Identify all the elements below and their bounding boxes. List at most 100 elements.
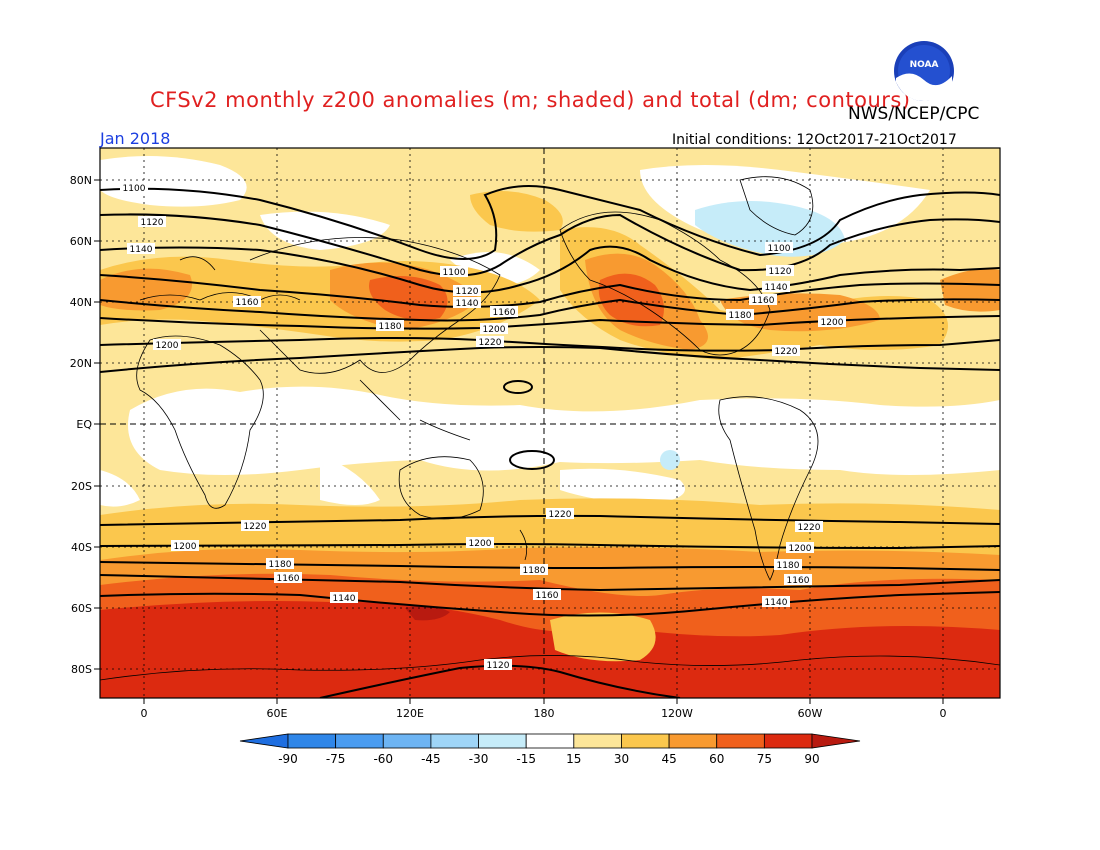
contour-label: 1140	[762, 596, 790, 608]
contour-label: 1160	[233, 296, 261, 308]
lat-label: 40S	[71, 541, 92, 554]
svg-text:1160: 1160	[277, 574, 300, 584]
colorbar-box	[478, 733, 527, 749]
contour-label: 1100	[440, 266, 468, 278]
lat-label: 80N	[70, 174, 92, 187]
lat-label: EQ	[76, 418, 92, 431]
lat-label: 80S	[71, 663, 92, 676]
colorbar-box	[335, 733, 384, 749]
reference-lines	[100, 148, 1000, 698]
svg-text:1220: 1220	[775, 347, 798, 357]
svg-text:1200: 1200	[156, 341, 179, 351]
contour-labels: 1100 1120 1140 1160 1180 1200 1100 1120 …	[120, 182, 846, 671]
svg-text:1200: 1200	[469, 539, 492, 549]
svg-text:1160: 1160	[787, 576, 810, 586]
svg-text:1140: 1140	[765, 598, 788, 608]
contour-label: 1120	[484, 659, 512, 671]
chart-title: CFSv2 monthly z200 anomalies (m; shaded)…	[150, 88, 911, 112]
noaa-logo: NOAA	[894, 41, 954, 102]
svg-text:1220: 1220	[244, 522, 267, 532]
colorbar-label: 15	[566, 752, 581, 766]
svg-text:1180: 1180	[379, 322, 402, 332]
contour-label: 1200	[480, 323, 508, 335]
svg-text:1140: 1140	[333, 594, 356, 604]
colorbar-label: -45	[421, 752, 441, 766]
agency-label: NWS/NCEP/CPC	[848, 104, 980, 124]
axis-ticks	[94, 179, 944, 704]
contour-label: 1160	[749, 294, 777, 306]
colorbar-label: 90	[804, 752, 819, 766]
contour-label: 1160	[274, 572, 302, 584]
lat-label: 60N	[70, 235, 92, 248]
svg-text:1180: 1180	[523, 566, 546, 576]
contour-label: 1140	[127, 243, 155, 255]
svg-text:1200: 1200	[789, 544, 812, 554]
map-frame	[99, 147, 1001, 699]
colorbar-box	[621, 733, 670, 749]
contour-label: 1120	[453, 285, 481, 297]
lon-label: 180	[534, 707, 555, 720]
coastlines	[100, 176, 1000, 681]
svg-text:1120: 1120	[769, 267, 792, 277]
colorbar-box	[430, 733, 479, 749]
contour-label: 1180	[726, 309, 754, 321]
colorbar-arrow-high	[811, 733, 861, 749]
lat-label: 40N	[70, 296, 92, 309]
initial-conditions: Initial conditions: 12Oct2017-21Oct2017	[672, 132, 957, 148]
contour-label: 1140	[762, 281, 790, 293]
colorbar-box	[525, 733, 575, 749]
contour-label: 1120	[138, 216, 166, 228]
svg-text:1120: 1120	[456, 287, 479, 297]
svg-text:1220: 1220	[479, 338, 502, 348]
contour-label: 1140	[453, 297, 481, 309]
colorbar-box	[573, 733, 622, 749]
contour-label: 1200	[153, 339, 181, 351]
contour-label: 1200	[786, 542, 814, 554]
contour-label: 1100	[765, 242, 793, 254]
colorbar-box	[763, 733, 813, 749]
longitude-labels: 0 60E 120E 180 120W 60W 0	[141, 707, 947, 720]
svg-text:1200: 1200	[483, 325, 506, 335]
svg-text:1200: 1200	[174, 542, 197, 552]
lat-label: 20N	[70, 357, 92, 370]
lon-label: 60W	[798, 707, 823, 720]
contour-label: 1160	[490, 306, 518, 318]
latitude-labels: 80N 60N 40N 20N EQ 20S 40S 60S 80S	[70, 174, 93, 676]
svg-text:1220: 1220	[549, 510, 572, 520]
colorbar-label: 30	[614, 752, 629, 766]
svg-text:1140: 1140	[456, 299, 479, 309]
colorbar-box	[382, 733, 432, 749]
lon-label: 0	[940, 707, 947, 720]
svg-text:1100: 1100	[768, 244, 791, 254]
colorbar-box	[668, 733, 718, 749]
contour-label: 1220	[546, 508, 574, 520]
lon-label: 60E	[267, 707, 288, 720]
svg-text:1160: 1160	[752, 296, 775, 306]
colorbar-label: 60	[709, 752, 724, 766]
valid-month: Jan 2018	[100, 129, 171, 148]
contour-label: 1200	[171, 540, 199, 552]
svg-text:1120: 1120	[141, 218, 164, 228]
colorbar-box	[716, 733, 765, 749]
svg-text:1200: 1200	[821, 318, 844, 328]
svg-text:1180: 1180	[729, 311, 752, 321]
colorbar: -90 -75 -60 -45 -30 -15 15 30 45 60 75 90	[239, 733, 861, 766]
colorbar-label: 45	[661, 752, 676, 766]
contour-label: 1220	[795, 521, 823, 533]
contour-label: 1220	[476, 336, 504, 348]
lat-label: 60S	[71, 602, 92, 615]
svg-text:NOAA: NOAA	[910, 60, 939, 70]
contour-label: 1160	[784, 574, 812, 586]
svg-text:1140: 1140	[765, 283, 788, 293]
lon-label: 120E	[396, 707, 424, 720]
svg-text:1180: 1180	[269, 560, 292, 570]
anomaly-shading	[100, 148, 1000, 698]
svg-text:1160: 1160	[536, 591, 559, 601]
contour-label: 1180	[520, 564, 548, 576]
colorbar-label: -30	[469, 752, 489, 766]
colorbar-label: -15	[516, 752, 536, 766]
svg-text:1100: 1100	[123, 184, 146, 194]
svg-text:1140: 1140	[130, 245, 153, 255]
contour-label: 1180	[376, 320, 404, 332]
